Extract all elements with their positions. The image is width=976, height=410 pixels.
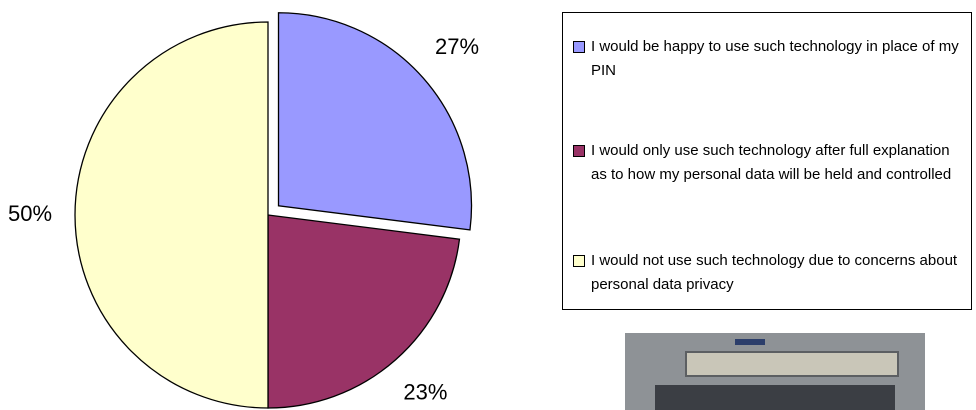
pie-slice [74, 21, 269, 409]
legend-swatch [573, 41, 585, 53]
photo-panel [655, 385, 895, 410]
legend-swatch [573, 145, 585, 157]
pie-slice [267, 214, 461, 409]
legend-label: I would not use such technology due to c… [591, 252, 958, 293]
chart: 27% 23% 50% [8, 12, 479, 409]
legend-item: I would be happy to use such technology … [569, 35, 965, 83]
data-label: 23% [403, 379, 447, 404]
legend-label: I would be happy to use such technology … [591, 38, 959, 79]
legend-item: I would only use such technology after f… [569, 139, 965, 187]
legend: I would be happy to use such technology … [562, 12, 972, 310]
pie-slice [277, 12, 473, 231]
photo-logo [735, 339, 765, 345]
data-label: 50% [8, 201, 52, 226]
legend-label: I would only use such technology after f… [591, 142, 952, 183]
legend-item: I would not use such technology due to c… [569, 249, 965, 297]
data-label: 27% [435, 34, 479, 59]
photo-slot [685, 351, 899, 377]
photo [625, 333, 925, 410]
legend-swatch [573, 255, 585, 267]
